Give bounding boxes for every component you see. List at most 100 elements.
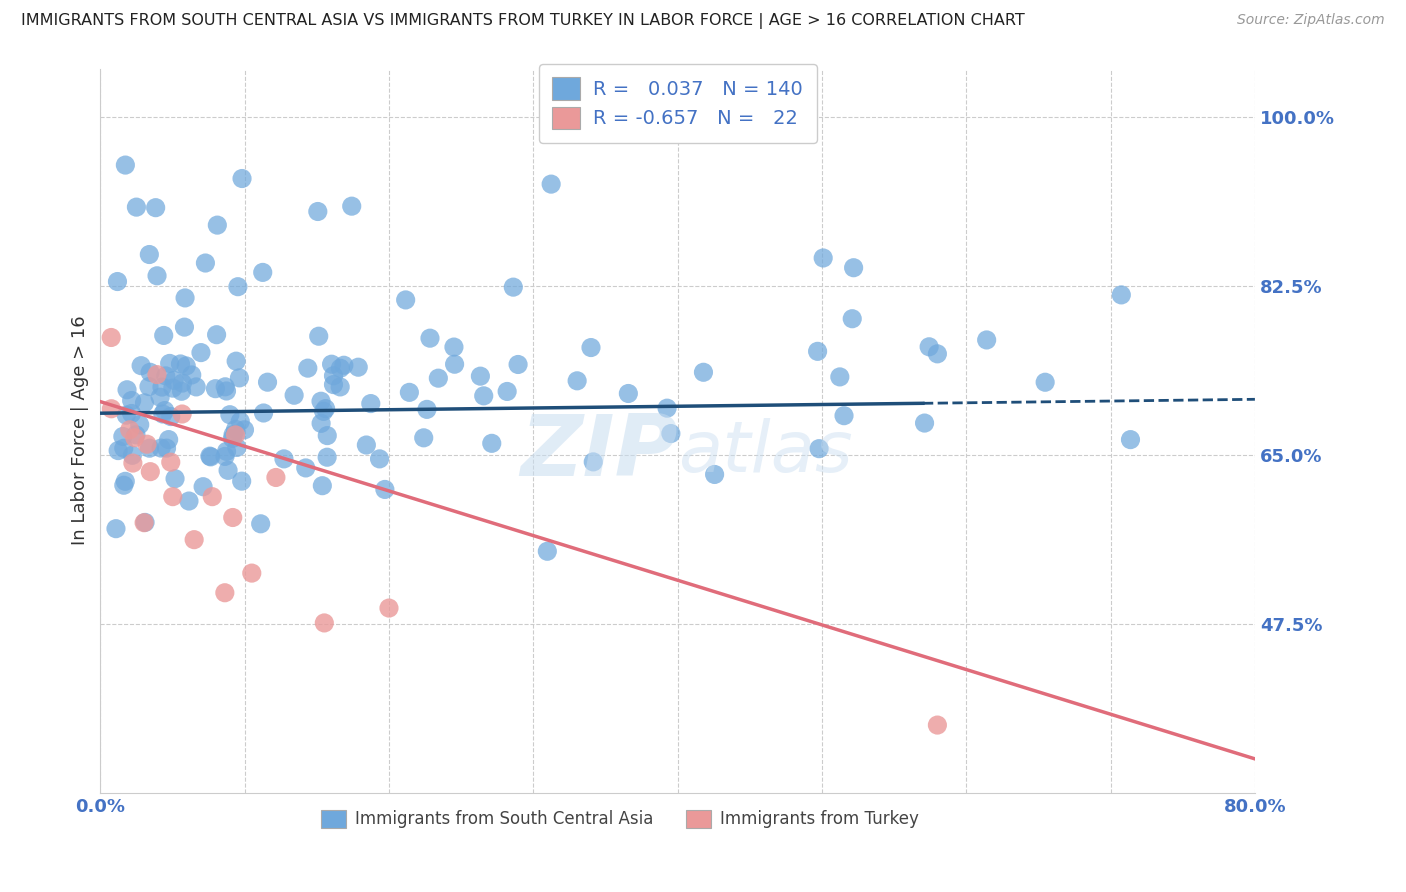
Point — [162, 381, 184, 395]
Point — [174, 291, 197, 305]
Point — [146, 268, 169, 283]
Point — [540, 177, 562, 191]
Point — [412, 431, 434, 445]
Point — [356, 438, 378, 452]
Point — [374, 483, 396, 497]
Point — [312, 404, 335, 418]
Point — [149, 390, 172, 404]
Point — [536, 544, 558, 558]
Point — [125, 200, 148, 214]
Point — [170, 384, 193, 399]
Point — [104, 522, 127, 536]
Point — [124, 431, 146, 445]
Point — [121, 393, 143, 408]
Point — [378, 601, 401, 615]
Point — [194, 256, 217, 270]
Point — [481, 436, 503, 450]
Point — [294, 461, 316, 475]
Point — [228, 371, 250, 385]
Point — [252, 406, 274, 420]
Point — [138, 441, 160, 455]
Point — [225, 441, 247, 455]
Point — [347, 360, 370, 375]
Point — [112, 478, 135, 492]
Point — [472, 389, 495, 403]
Point — [121, 448, 143, 462]
Point — [808, 442, 831, 456]
Point — [146, 368, 169, 382]
Point — [215, 384, 238, 398]
Point — [395, 293, 418, 307]
Point — [190, 345, 212, 359]
Point — [207, 218, 229, 232]
Point — [807, 344, 830, 359]
Point — [183, 533, 205, 547]
Point — [172, 376, 194, 390]
Point — [222, 427, 245, 442]
Point — [198, 449, 221, 463]
Point — [249, 516, 271, 531]
Point — [121, 407, 143, 421]
Point — [842, 260, 865, 275]
Point — [191, 480, 214, 494]
Point — [134, 396, 156, 410]
Point — [360, 396, 382, 410]
Point — [307, 204, 329, 219]
Point — [692, 365, 714, 379]
Point — [138, 247, 160, 261]
Point — [368, 451, 391, 466]
Point — [841, 311, 863, 326]
Point — [134, 516, 156, 530]
Point — [205, 327, 228, 342]
Point — [502, 280, 524, 294]
Point — [114, 475, 136, 489]
Point — [132, 516, 155, 530]
Point — [240, 566, 263, 580]
Point — [308, 329, 330, 343]
Point — [159, 455, 181, 469]
Point — [659, 426, 682, 441]
Point — [273, 451, 295, 466]
Point — [264, 470, 287, 484]
Point — [100, 330, 122, 344]
Point — [316, 428, 339, 442]
Point — [225, 422, 247, 436]
Point — [231, 171, 253, 186]
Point — [617, 386, 640, 401]
Point — [416, 402, 439, 417]
Point — [150, 441, 173, 455]
Point — [231, 474, 253, 488]
Point — [579, 341, 602, 355]
Point — [214, 450, 236, 464]
Point — [159, 409, 181, 424]
Text: ZIP: ZIP — [520, 411, 678, 494]
Point — [139, 465, 162, 479]
Point — [115, 383, 138, 397]
Point — [139, 365, 162, 379]
Point — [443, 340, 465, 354]
Point — [152, 328, 174, 343]
Point — [145, 201, 167, 215]
Point — [297, 361, 319, 376]
Point — [329, 361, 352, 376]
Point — [180, 368, 202, 382]
Point — [129, 359, 152, 373]
Point — [215, 444, 238, 458]
Point — [150, 380, 173, 394]
Point — [311, 479, 333, 493]
Point — [582, 455, 605, 469]
Point — [214, 380, 236, 394]
Point — [201, 490, 224, 504]
Point — [122, 456, 145, 470]
Point — [322, 377, 344, 392]
Point — [655, 401, 678, 416]
Point — [832, 409, 855, 423]
Point — [111, 429, 134, 443]
Y-axis label: In Labor Force | Age > 16: In Labor Force | Age > 16 — [72, 316, 89, 545]
Point — [565, 374, 588, 388]
Point — [927, 347, 949, 361]
Point — [226, 279, 249, 293]
Legend: Immigrants from South Central Asia, Immigrants from Turkey: Immigrants from South Central Asia, Immi… — [315, 803, 925, 835]
Point — [321, 357, 343, 371]
Point — [333, 358, 356, 372]
